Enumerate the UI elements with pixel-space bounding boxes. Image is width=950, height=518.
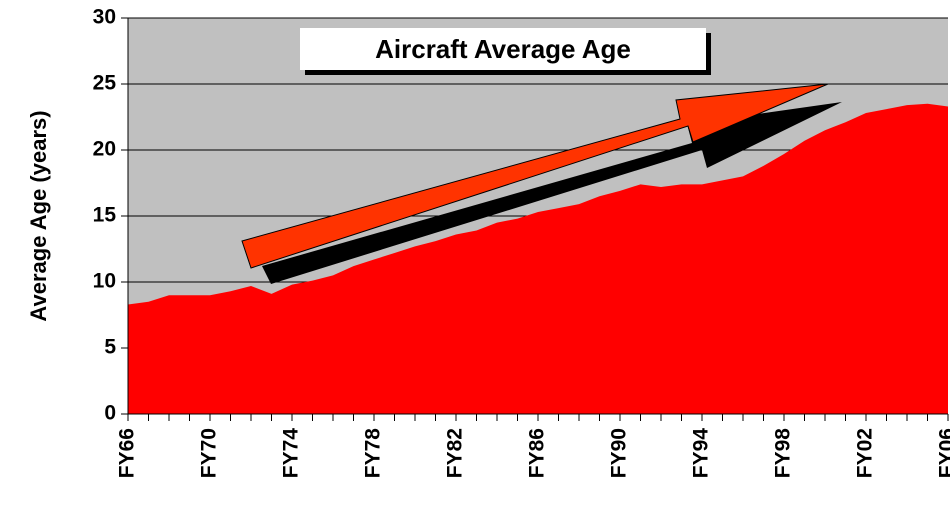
x-tick-label: FY82	[444, 428, 467, 478]
x-tick-label: FY02	[854, 428, 877, 478]
y-axis-title: Average Age (years)	[26, 110, 51, 321]
y-tick-label: 0	[104, 402, 116, 425]
x-tick-label: FY90	[608, 428, 631, 478]
chart-title: Aircraft Average Age	[375, 34, 631, 64]
x-tick-label: FY74	[280, 428, 303, 479]
x-tick-label: FY86	[526, 428, 549, 478]
y-tick-label: 30	[93, 6, 116, 29]
x-tick-label: FY06	[936, 428, 950, 478]
area-layer	[128, 103, 948, 415]
trend-arrow-shadow	[262, 102, 842, 284]
y-tick-label: 20	[93, 138, 116, 161]
y-tick-label: 5	[104, 336, 116, 359]
x-tick-label: FY94	[690, 428, 713, 479]
x-tick-label: FY78	[362, 428, 385, 479]
y-tick-label: 25	[93, 72, 117, 95]
trend-arrow	[241, 83, 829, 269]
x-tick-label: FY66	[116, 428, 139, 478]
title-box	[300, 28, 706, 70]
y-tick-label: 10	[93, 270, 116, 293]
y-tick-label: 15	[93, 204, 117, 227]
x-tick-label: FY70	[198, 428, 221, 478]
area	[128, 103, 948, 415]
x-tick-label: FY98	[772, 428, 795, 479]
